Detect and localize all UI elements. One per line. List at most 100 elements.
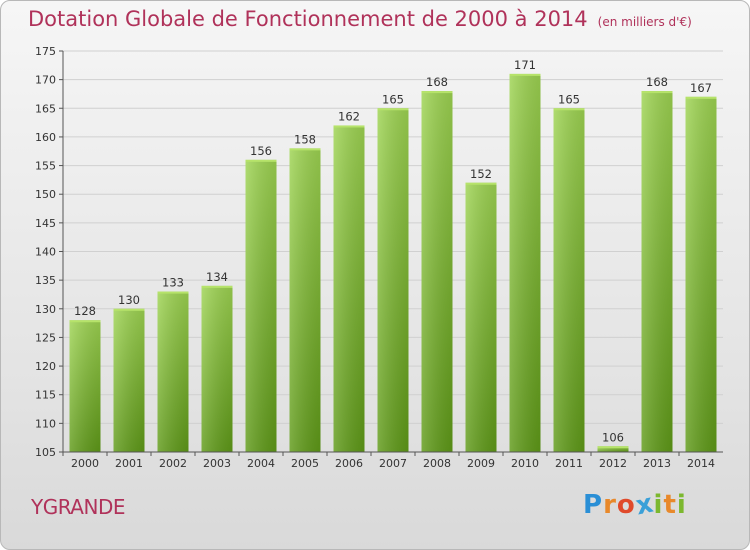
data-label: 128 xyxy=(74,304,96,318)
bar-shade xyxy=(245,159,277,453)
y-tick-label: 115 xyxy=(35,389,56,402)
bar-2000[interactable] xyxy=(69,320,101,452)
bar-shade xyxy=(377,108,409,453)
data-label: 130 xyxy=(118,293,140,307)
y-tick-label: 125 xyxy=(35,331,56,344)
bar-cap xyxy=(465,182,497,185)
chart-title-text: Dotation Globale de Fonctionnement de 20… xyxy=(28,7,588,31)
data-label: 168 xyxy=(646,75,668,89)
axis-layer: 1051101151201251301351401451501551601651… xyxy=(35,45,723,470)
y-tick-label: 145 xyxy=(35,217,56,230)
bar-cap xyxy=(157,291,189,294)
bar-cap xyxy=(69,320,101,323)
bar-2011[interactable] xyxy=(553,108,585,453)
logo-letter: r xyxy=(603,490,617,520)
x-tick-label: 2007 xyxy=(379,457,407,470)
bar-shade xyxy=(553,108,585,453)
x-tick-label: 2000 xyxy=(71,457,99,470)
bar-shade xyxy=(69,320,101,452)
data-label: 152 xyxy=(470,167,492,181)
bar-2012[interactable] xyxy=(597,446,629,452)
bar-shade xyxy=(421,91,453,452)
y-tick-label: 170 xyxy=(35,74,56,87)
bar-2008[interactable] xyxy=(421,91,453,452)
x-tick-label: 2010 xyxy=(511,457,539,470)
data-label: 165 xyxy=(382,92,404,106)
x-tick-label: 2008 xyxy=(423,457,451,470)
logo-letter: o xyxy=(616,490,636,520)
x-tick-label: 2013 xyxy=(643,457,671,470)
logo-letter: P xyxy=(583,490,604,520)
y-tick-label: 105 xyxy=(35,446,56,459)
bar-cap xyxy=(245,159,277,162)
bar-2005[interactable] xyxy=(289,148,321,452)
bar-cap xyxy=(289,148,321,151)
bar-2007[interactable] xyxy=(377,108,409,453)
bar-shade xyxy=(685,96,717,452)
y-tick-label: 150 xyxy=(35,188,56,201)
data-label: 162 xyxy=(338,109,360,123)
bar-2010[interactable] xyxy=(509,73,541,453)
bar-shade xyxy=(509,73,541,453)
x-tick-label: 2002 xyxy=(159,457,187,470)
y-tick-label: 155 xyxy=(35,160,56,173)
logo-letter: i xyxy=(676,490,687,520)
bar-cap xyxy=(113,308,145,311)
chart-title: Dotation Globale de Fonctionnement de 20… xyxy=(28,7,692,31)
bar-shade xyxy=(641,91,673,452)
bar-2004[interactable] xyxy=(245,159,277,453)
data-label: 156 xyxy=(250,144,272,158)
bar-cap xyxy=(685,96,717,99)
bar-cap xyxy=(509,73,541,76)
bar-2014[interactable] xyxy=(685,96,717,452)
chart-subtitle: (en milliers d'€) xyxy=(597,15,692,29)
data-label: 133 xyxy=(162,276,184,290)
x-tick-label: 2001 xyxy=(115,457,143,470)
data-label: 158 xyxy=(294,132,316,146)
bar-cap xyxy=(377,108,409,111)
commune-name: YGRANDE xyxy=(31,495,125,519)
bar-cap xyxy=(597,446,629,449)
bar-2013[interactable] xyxy=(641,91,673,452)
data-label: 167 xyxy=(690,81,712,95)
bar-cap xyxy=(553,108,585,111)
x-tick-label: 2012 xyxy=(599,457,627,470)
bar-cap xyxy=(421,91,453,94)
bar-shade xyxy=(157,291,189,452)
bar-shade xyxy=(597,446,629,452)
y-tick-label: 120 xyxy=(35,360,56,373)
labels-layer: 128 130 133 134 156 158 162 165 168 152 171 165 106 1… xyxy=(74,58,712,444)
data-label: 165 xyxy=(558,92,580,106)
bar-shade xyxy=(333,125,365,452)
y-tick-label: 175 xyxy=(35,45,56,58)
data-label: 134 xyxy=(206,270,228,284)
x-tick-label: 2005 xyxy=(291,457,319,470)
y-tick-label: 130 xyxy=(35,303,56,316)
y-tick-label: 160 xyxy=(35,131,56,144)
y-tick-label: 135 xyxy=(35,274,56,287)
data-label: 171 xyxy=(514,58,536,72)
proxiti-logo[interactable]: Proxiti xyxy=(583,488,687,521)
x-tick-label: 2011 xyxy=(555,457,583,470)
data-label: 106 xyxy=(602,430,624,444)
bar-shade xyxy=(289,148,321,452)
bar-cap xyxy=(201,285,233,288)
bar-2001[interactable] xyxy=(113,308,145,452)
x-tick-label: 2004 xyxy=(247,457,275,470)
x-tick-label: 2009 xyxy=(467,457,495,470)
x-tick-label: 2006 xyxy=(335,457,363,470)
bars-layer xyxy=(69,73,717,453)
bar-2006[interactable] xyxy=(333,125,365,452)
x-tick-label: 2014 xyxy=(687,457,715,470)
x-tick-label: 2003 xyxy=(203,457,231,470)
bar-2002[interactable] xyxy=(157,291,189,452)
y-tick-label: 140 xyxy=(35,246,56,259)
data-label: 168 xyxy=(426,75,448,89)
bar-2003[interactable] xyxy=(201,285,233,452)
y-tick-label: 110 xyxy=(35,417,56,430)
bar-shade xyxy=(201,285,233,452)
logo-letter: i xyxy=(653,490,664,520)
bar-2009[interactable] xyxy=(465,182,497,452)
